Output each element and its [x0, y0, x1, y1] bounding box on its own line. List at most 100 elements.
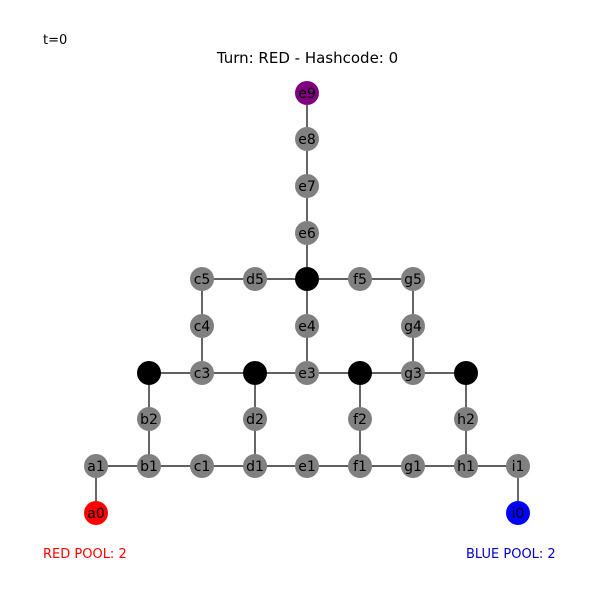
node-e9[interactable]: e9: [295, 81, 319, 105]
node-circle-empty[interactable]: [190, 267, 214, 291]
node-label: f1: [353, 459, 367, 475]
node-label: a0: [87, 506, 105, 522]
node-circle-empty[interactable]: [295, 314, 319, 338]
node-circle-empty[interactable]: [454, 407, 478, 431]
node-circle-empty[interactable]: [243, 454, 267, 478]
node-circle-empty[interactable]: [295, 174, 319, 198]
node-f5[interactable]: f5: [348, 267, 372, 291]
node-circle-empty[interactable]: [506, 454, 530, 478]
node-circle-empty[interactable]: [348, 267, 372, 291]
node-e3[interactable]: e3: [295, 361, 319, 385]
node-label: h1: [457, 459, 475, 475]
node-a0[interactable]: a0: [84, 501, 108, 525]
node-label: g1: [404, 459, 422, 475]
node-d1[interactable]: d1: [243, 454, 267, 478]
node-label: e3: [298, 366, 316, 382]
node-e8[interactable]: e8: [295, 127, 319, 151]
board-edges: [95, 93, 519, 513]
node-b3[interactable]: [137, 361, 161, 385]
node-label: c3: [194, 366, 211, 382]
node-label: a1: [87, 459, 105, 475]
node-label: g5: [404, 272, 422, 288]
node-circle-empty[interactable]: [190, 314, 214, 338]
node-circle-empty[interactable]: [401, 361, 425, 385]
node-label: c4: [194, 319, 211, 335]
node-circle-empty[interactable]: [243, 407, 267, 431]
node-g4[interactable]: g4: [401, 314, 425, 338]
node-i1[interactable]: i1: [506, 454, 530, 478]
node-g1[interactable]: g1: [401, 454, 425, 478]
node-label: f2: [353, 412, 367, 428]
node-i0[interactable]: i0: [506, 501, 530, 525]
node-label: g3: [404, 366, 422, 382]
node-c3[interactable]: c3: [190, 361, 214, 385]
node-f3[interactable]: [348, 361, 372, 385]
node-circle-empty[interactable]: [401, 267, 425, 291]
node-a1[interactable]: a1: [84, 454, 108, 478]
node-d2[interactable]: d2: [243, 407, 267, 431]
node-label: g4: [404, 319, 422, 335]
node-circle-blue[interactable]: [506, 501, 530, 525]
node-label: b1: [140, 459, 158, 475]
node-circle-empty[interactable]: [348, 407, 372, 431]
node-circle-empty[interactable]: [295, 361, 319, 385]
node-b1[interactable]: b1: [137, 454, 161, 478]
node-label: e8: [298, 132, 316, 148]
node-circle-goal[interactable]: [295, 81, 319, 105]
turn-title: Turn: RED - Hashcode: 0: [216, 49, 399, 67]
node-d5[interactable]: d5: [243, 267, 267, 291]
node-b2[interactable]: b2: [137, 407, 161, 431]
node-circle-blocked[interactable]: [137, 361, 161, 385]
node-circle-empty[interactable]: [243, 267, 267, 291]
node-h1[interactable]: h1: [454, 454, 478, 478]
node-e1[interactable]: e1: [295, 454, 319, 478]
blue-pool-label: BLUE POOL: 2: [466, 547, 556, 562]
node-h2[interactable]: h2: [454, 407, 478, 431]
node-label: b2: [140, 412, 158, 428]
node-circle-empty[interactable]: [137, 454, 161, 478]
node-h3[interactable]: [454, 361, 478, 385]
node-c5[interactable]: c5: [190, 267, 214, 291]
node-f2[interactable]: f2: [348, 407, 372, 431]
node-label: e6: [298, 226, 316, 242]
node-circle-blocked[interactable]: [295, 267, 319, 291]
node-circle-empty[interactable]: [348, 454, 372, 478]
node-label: i0: [512, 506, 525, 522]
board-nodes: e9 e8 e7 e6 c5 d5 f5 g5 c4 e4 g4 c3 e3 g3 b2 d2 f2 h2 a1 b1…: [84, 81, 530, 525]
node-circle-empty[interactable]: [190, 361, 214, 385]
node-circle-empty[interactable]: [401, 454, 425, 478]
node-c1[interactable]: c1: [190, 454, 214, 478]
node-d3[interactable]: [243, 361, 267, 385]
node-circle-empty[interactable]: [295, 221, 319, 245]
node-g5[interactable]: g5: [401, 267, 425, 291]
node-label: c1: [194, 459, 211, 475]
node-circle-blocked[interactable]: [348, 361, 372, 385]
node-circle-empty[interactable]: [84, 454, 108, 478]
node-label: e9: [298, 86, 316, 102]
node-label: d5: [246, 272, 264, 288]
node-e7[interactable]: e7: [295, 174, 319, 198]
node-circle-empty[interactable]: [137, 407, 161, 431]
node-label: f5: [353, 272, 367, 288]
node-e4[interactable]: e4: [295, 314, 319, 338]
node-label: h2: [457, 412, 475, 428]
node-circle-blocked[interactable]: [454, 361, 478, 385]
node-label: e4: [298, 319, 316, 335]
node-label: d1: [246, 459, 264, 475]
timestep-label: t=0: [43, 33, 68, 48]
node-circle-blocked[interactable]: [243, 361, 267, 385]
node-label: e1: [298, 459, 316, 475]
node-circle-empty[interactable]: [190, 454, 214, 478]
node-circle-empty[interactable]: [295, 454, 319, 478]
node-c4[interactable]: c4: [190, 314, 214, 338]
node-circle-empty[interactable]: [454, 454, 478, 478]
node-g3[interactable]: g3: [401, 361, 425, 385]
node-e5[interactable]: [295, 267, 319, 291]
node-circle-empty[interactable]: [401, 314, 425, 338]
node-e6[interactable]: e6: [295, 221, 319, 245]
node-circle-empty[interactable]: [295, 127, 319, 151]
node-circle-red[interactable]: [84, 501, 108, 525]
node-label: e7: [298, 179, 316, 195]
node-f1[interactable]: f1: [348, 454, 372, 478]
